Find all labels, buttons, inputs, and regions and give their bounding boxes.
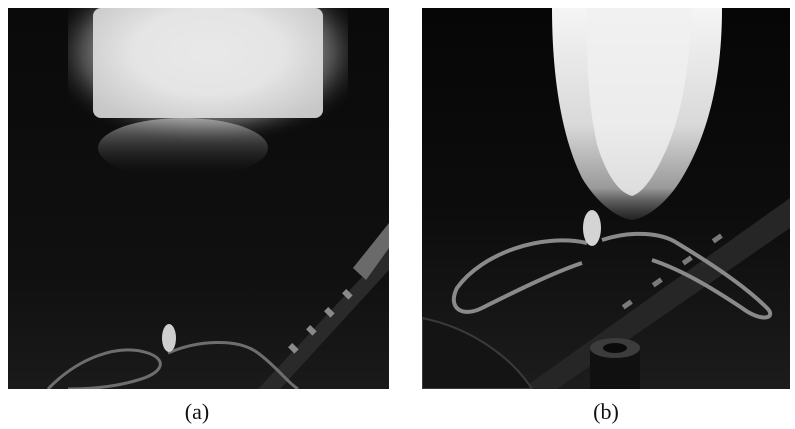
- wire-loop-left: [46, 348, 162, 389]
- flame-core: [586, 8, 692, 196]
- glow-core: [93, 8, 323, 118]
- rail-marks: [288, 289, 353, 354]
- rail: [258, 248, 389, 389]
- photo-a-scene: [8, 8, 389, 389]
- rail-clamp: [353, 223, 389, 280]
- sample: [162, 324, 176, 352]
- wire-loop-left: [451, 238, 588, 314]
- wire-loop-right: [167, 341, 299, 389]
- photo-panel-b: [422, 8, 790, 389]
- fitting-hole: [603, 343, 627, 353]
- rail-marks: [621, 233, 723, 310]
- wire-loop-right: [601, 231, 773, 320]
- photo-b-scene: [422, 8, 790, 389]
- caption-a: (a): [184, 399, 210, 424]
- caption-b: (b): [593, 399, 619, 424]
- rail: [522, 198, 790, 389]
- glow-plume: [98, 118, 268, 178]
- tube: [422, 316, 534, 389]
- photo-panel-a: [8, 8, 389, 389]
- sample: [583, 210, 601, 246]
